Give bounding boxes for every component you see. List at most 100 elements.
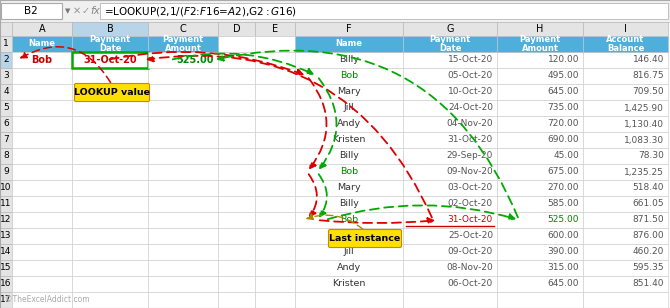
Bar: [148, 22, 218, 36]
Bar: [255, 292, 295, 308]
Text: 14: 14: [0, 248, 11, 257]
Text: Jill: Jill: [344, 248, 354, 257]
Bar: [72, 100, 148, 116]
Text: 645.00: 645.00: [547, 279, 579, 289]
Bar: [583, 180, 668, 196]
Bar: [0, 68, 12, 84]
Bar: [148, 36, 218, 52]
Bar: [12, 180, 72, 196]
Bar: [148, 292, 218, 308]
Bar: [295, 228, 403, 244]
Bar: [255, 148, 295, 164]
Bar: [148, 228, 218, 244]
Bar: [0, 22, 12, 36]
Bar: [72, 164, 148, 180]
Text: 06-Oct-20: 06-Oct-20: [448, 279, 493, 289]
Bar: [403, 36, 497, 52]
Bar: [0, 196, 12, 212]
Bar: [148, 36, 218, 52]
Text: 390.00: 390.00: [547, 248, 579, 257]
Text: 5: 5: [3, 103, 9, 112]
Bar: [100, 3, 668, 19]
Bar: [295, 100, 403, 116]
Bar: [0, 84, 12, 100]
Bar: [255, 212, 295, 228]
Bar: [583, 116, 668, 132]
Bar: [218, 52, 255, 68]
Bar: [403, 84, 497, 100]
Text: 876.00: 876.00: [632, 232, 664, 241]
Bar: [497, 180, 583, 196]
Bar: [148, 52, 218, 68]
Bar: [148, 180, 218, 196]
Text: Payment
Amount: Payment Amount: [519, 34, 561, 53]
Bar: [295, 164, 403, 180]
Bar: [218, 116, 255, 132]
Text: 595.35: 595.35: [632, 264, 664, 273]
Bar: [403, 212, 497, 228]
Bar: [0, 292, 12, 308]
Bar: [72, 68, 148, 84]
Bar: [497, 244, 583, 260]
Bar: [218, 100, 255, 116]
Text: 31-Oct-20: 31-Oct-20: [448, 136, 493, 144]
Bar: [72, 84, 148, 100]
Bar: [255, 68, 295, 84]
Bar: [148, 212, 218, 228]
Bar: [0, 212, 12, 228]
Text: 17: 17: [0, 295, 12, 305]
Bar: [583, 228, 668, 244]
Bar: [497, 36, 583, 52]
Bar: [0, 116, 12, 132]
Bar: [12, 116, 72, 132]
Bar: [12, 68, 72, 84]
Bar: [12, 36, 72, 52]
Bar: [0, 100, 12, 116]
Bar: [403, 196, 497, 212]
Text: 1,083.30: 1,083.30: [624, 136, 664, 144]
Bar: [295, 292, 403, 308]
Text: 09-Nov-20: 09-Nov-20: [446, 168, 493, 176]
Bar: [295, 116, 403, 132]
Text: 09-Oct-20: 09-Oct-20: [448, 248, 493, 257]
Bar: [72, 148, 148, 164]
Text: 04-Nov-20: 04-Nov-20: [446, 120, 493, 128]
Text: C: C: [180, 24, 186, 34]
Bar: [295, 68, 403, 84]
Bar: [0, 164, 12, 180]
Text: Payment
Date: Payment Date: [89, 34, 131, 53]
Bar: [497, 84, 583, 100]
Bar: [218, 84, 255, 100]
Bar: [295, 244, 403, 260]
Bar: [295, 84, 403, 100]
Text: 690.00: 690.00: [547, 136, 579, 144]
Text: Bob: Bob: [31, 55, 52, 65]
Bar: [583, 36, 668, 52]
Text: Name: Name: [29, 39, 56, 48]
Bar: [497, 292, 583, 308]
Bar: [255, 84, 295, 100]
Bar: [583, 132, 668, 148]
Bar: [148, 260, 218, 276]
Text: 10-Oct-20: 10-Oct-20: [448, 87, 493, 96]
Bar: [255, 36, 295, 52]
Bar: [148, 68, 218, 84]
Text: 8: 8: [3, 152, 9, 160]
Bar: [403, 260, 497, 276]
Text: 29-Sep-20: 29-Sep-20: [447, 152, 493, 160]
Bar: [497, 164, 583, 180]
Bar: [403, 36, 497, 52]
Text: Account
Balance: Account Balance: [606, 34, 645, 53]
Text: ✕: ✕: [73, 6, 81, 16]
Text: 518.40: 518.40: [632, 184, 664, 192]
Bar: [0, 180, 12, 196]
Text: Payment
Amount: Payment Amount: [162, 34, 204, 53]
Text: F: F: [346, 24, 352, 34]
Text: Kristen: Kristen: [332, 279, 366, 289]
Text: 13: 13: [0, 232, 12, 241]
Text: 525.00: 525.00: [176, 55, 214, 65]
Bar: [403, 52, 497, 68]
Text: 270.00: 270.00: [547, 184, 579, 192]
Text: Billy: Billy: [339, 152, 359, 160]
Text: 9: 9: [3, 168, 9, 176]
